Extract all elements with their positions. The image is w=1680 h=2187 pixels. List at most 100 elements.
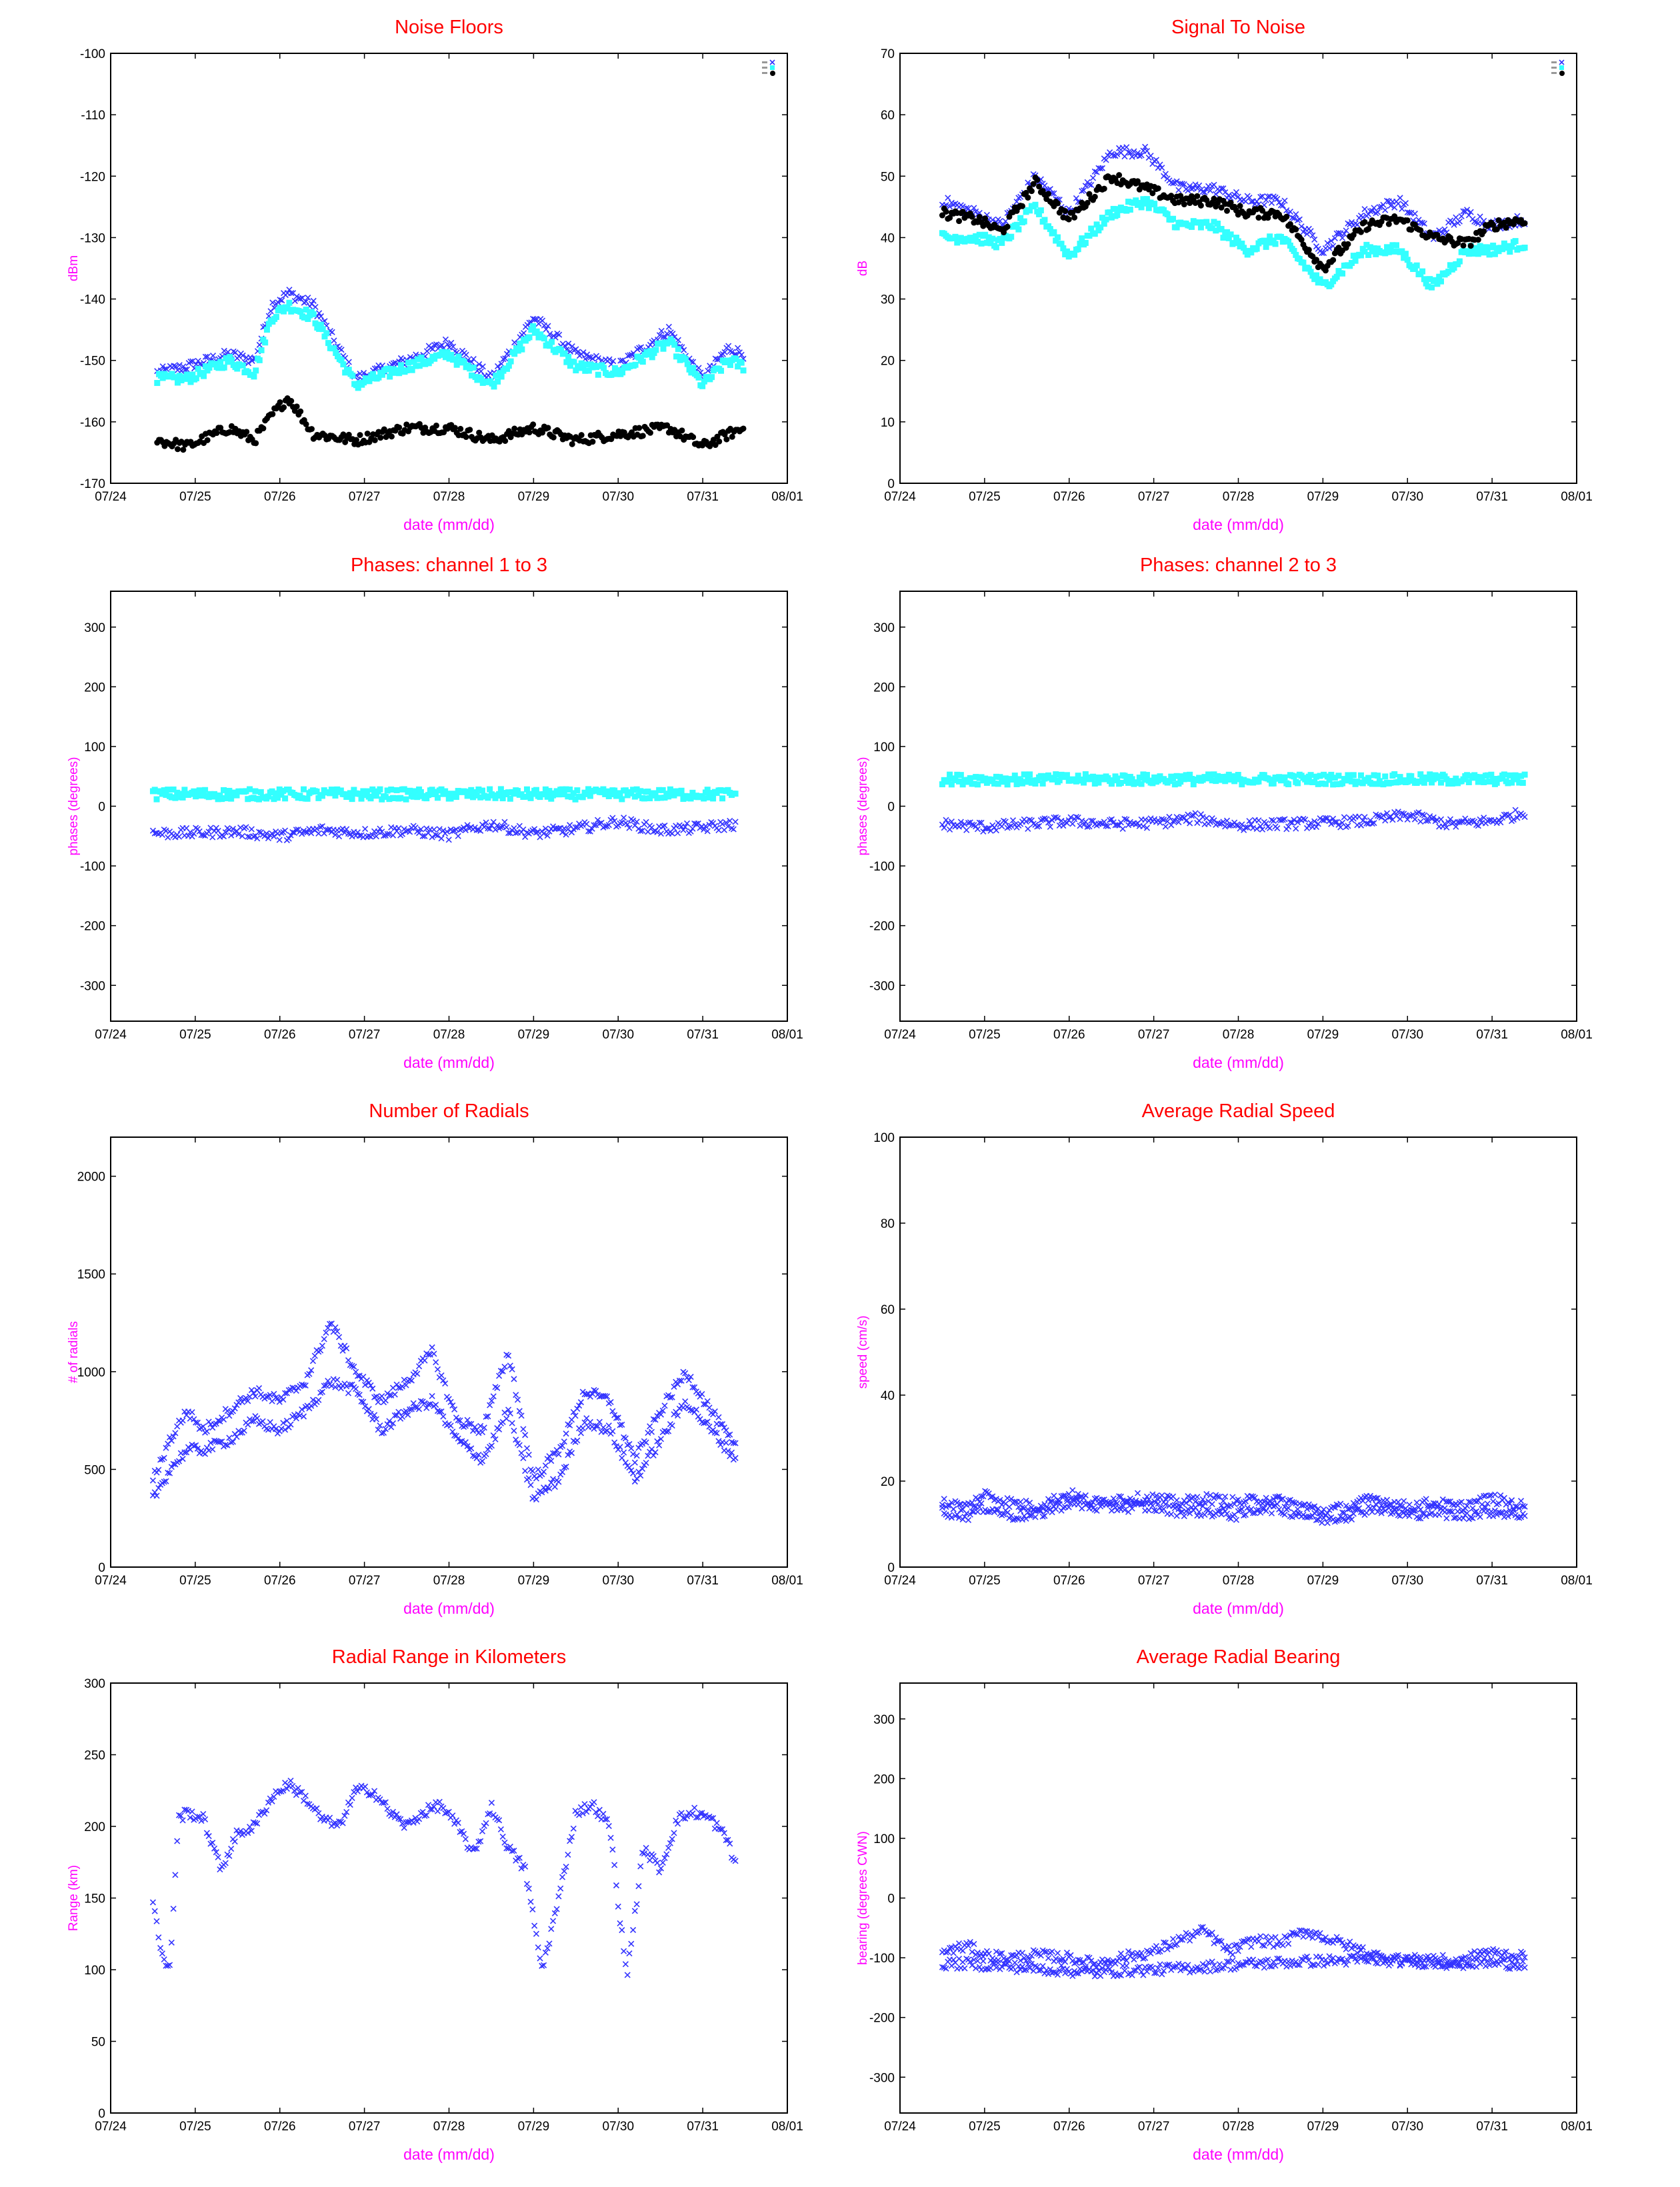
- data-point: [993, 244, 999, 250]
- data-point: [977, 214, 983, 220]
- data-point: [259, 347, 265, 353]
- data-point: [690, 365, 696, 371]
- data-point: [617, 1444, 623, 1450]
- data-point: [999, 1512, 1005, 1518]
- data-point: [243, 825, 249, 830]
- data-point: [1283, 214, 1289, 220]
- data-point: [1513, 238, 1519, 244]
- data-point: [260, 1418, 265, 1424]
- data-point: [189, 1809, 195, 1814]
- data-point: [1015, 227, 1021, 233]
- data-point: [515, 1397, 521, 1402]
- data-point: [1383, 207, 1388, 213]
- data-point: [1345, 241, 1351, 247]
- data-point: [1174, 1498, 1179, 1503]
- data-point: [660, 824, 665, 829]
- data-point: [560, 1469, 565, 1474]
- data-point: [1070, 821, 1075, 827]
- x-tick-label: 07/24: [884, 1028, 916, 1042]
- data-point: [1217, 189, 1222, 194]
- chart-marks: [939, 771, 1528, 834]
- data-point: [1005, 224, 1011, 230]
- data-point: [1412, 817, 1417, 822]
- data-point: [675, 346, 681, 352]
- x-tick-label: 07/28: [433, 490, 465, 504]
- data-point: [1018, 1499, 1023, 1504]
- data-point: [161, 1957, 167, 1962]
- data-point: [1293, 826, 1299, 831]
- data-point: [1481, 228, 1487, 234]
- data-point: [662, 1403, 667, 1408]
- data-point: [513, 1392, 519, 1398]
- data-point: [189, 1410, 195, 1415]
- y-tick-label: -300: [80, 979, 105, 993]
- x-tick-label: 07/25: [969, 490, 1001, 504]
- data-point: [733, 791, 739, 797]
- x-tick-label: 07/26: [1053, 1028, 1085, 1042]
- data-point: [1062, 208, 1068, 214]
- data-point: [433, 423, 439, 429]
- data-point: [232, 1839, 237, 1844]
- series-1: [939, 771, 1528, 787]
- data-point: [502, 819, 507, 825]
- data-point: [643, 1460, 649, 1466]
- data-point: [214, 430, 220, 436]
- data-point: [262, 339, 268, 345]
- data-point: [502, 438, 508, 444]
- data-point: [316, 831, 321, 836]
- data-point: [433, 1402, 439, 1408]
- data-point: [1237, 203, 1243, 209]
- data-point: [463, 1836, 468, 1842]
- x-tick-label: 07/26: [264, 1574, 296, 1588]
- data-point: [733, 1455, 738, 1460]
- x-tick-label: 08/01: [771, 1028, 803, 1042]
- data-point: [264, 327, 270, 333]
- data-point: [455, 1820, 461, 1826]
- data-point: [1025, 195, 1031, 201]
- y-tick-label: 150: [84, 1892, 105, 1906]
- data-point: [739, 360, 745, 366]
- data-point: [975, 827, 980, 832]
- data-point: [1522, 220, 1528, 226]
- data-point: [610, 1428, 615, 1434]
- data-point: [175, 1838, 180, 1844]
- data-point: [175, 446, 181, 452]
- data-point: [1034, 177, 1040, 183]
- data-point: [1267, 825, 1273, 831]
- x-tick-label: 07/25: [179, 2120, 211, 2134]
- data-point: [205, 437, 211, 443]
- data-point: [623, 1436, 628, 1441]
- data-point: [543, 1463, 548, 1468]
- data-point: [180, 1418, 185, 1423]
- data-point: [1408, 227, 1414, 233]
- data-point: [1419, 269, 1425, 275]
- x-tick-label: 07/26: [1053, 1574, 1085, 1588]
- data-point: [627, 1465, 632, 1470]
- y-tick-label: -100: [869, 860, 895, 874]
- data-point: [277, 399, 283, 405]
- data-point: [726, 343, 731, 349]
- data-point: [733, 819, 738, 825]
- data-point: [435, 1366, 440, 1372]
- x-tick-label: 07/27: [349, 1574, 381, 1588]
- y-tick-label: 60: [881, 109, 895, 123]
- data-point: [1319, 1520, 1325, 1525]
- data-point: [1312, 1510, 1317, 1516]
- data-point: [481, 1823, 487, 1828]
- data-point: [556, 1479, 561, 1484]
- y-axis-label: dBm: [67, 255, 81, 281]
- data-point: [288, 1778, 293, 1783]
- data-point: [389, 433, 395, 439]
- data-point: [1338, 825, 1343, 830]
- data-point: [966, 1517, 971, 1522]
- data-point: [1522, 815, 1527, 820]
- data-point: [606, 1423, 611, 1428]
- data-point: [530, 1468, 535, 1474]
- data-point: [1254, 826, 1259, 831]
- data-point: [1092, 194, 1098, 200]
- data-point: [1111, 206, 1117, 212]
- data-point: [363, 1784, 368, 1789]
- data-point: [1297, 217, 1302, 222]
- series-1: [150, 786, 739, 802]
- data-point: [463, 352, 469, 357]
